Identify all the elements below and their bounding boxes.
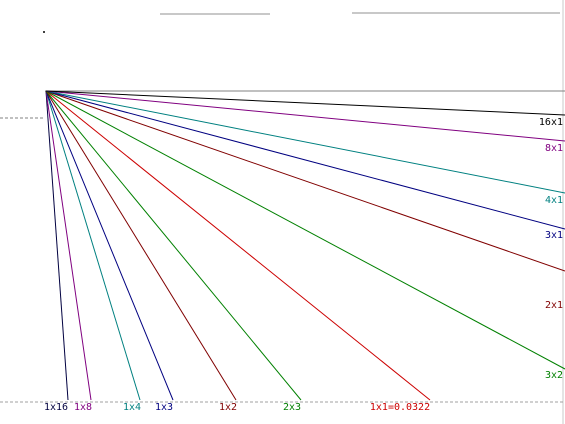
fan-label-3x1: 3x1 [544, 230, 563, 241]
small-dot-marker [43, 31, 45, 33]
fan-label-1x2: 1x2 [218, 402, 238, 413]
fan-ray-3x1[interactable] [45, 90, 565, 230]
fan-ray-1x3[interactable] [45, 90, 174, 401]
fan-label-8x1: 8x1 [544, 143, 563, 154]
fan-ray-1x1[interactable] [45, 90, 431, 401]
fan-label-16x1: 16x1 [538, 117, 563, 128]
fan-label-1x1: 1x1=0.0322 [369, 402, 431, 413]
fan-label-1x16: 1x16 [43, 402, 69, 413]
fan-ray-1x2[interactable] [45, 90, 237, 401]
fan-label-2x3: 2x3 [282, 402, 302, 413]
fan-label-3x2: 3x2 [544, 370, 563, 381]
fan-label-2x1: 2x1 [544, 300, 563, 311]
fan-ray-1x16[interactable] [45, 90, 69, 401]
fan-label-1x3: 1x3 [154, 402, 174, 413]
fan-label-1x4: 1x4 [122, 402, 142, 413]
fan-ray-16x1[interactable] [45, 90, 565, 116]
fan-ray-1x4[interactable] [45, 90, 141, 401]
fan-ray-3x2[interactable] [45, 90, 565, 370]
fan-ray-2x1[interactable] [45, 90, 565, 272]
fan-ray-1x8[interactable] [45, 90, 92, 401]
fan-ray-8x1[interactable] [45, 90, 565, 142]
fan-ray-4x1[interactable] [45, 90, 565, 194]
fan-label-4x1: 4x1 [544, 195, 563, 206]
fan-rays [45, 90, 565, 401]
fan-ray-2x3[interactable] [45, 90, 302, 401]
fan-label-1x8: 1x8 [73, 402, 93, 413]
